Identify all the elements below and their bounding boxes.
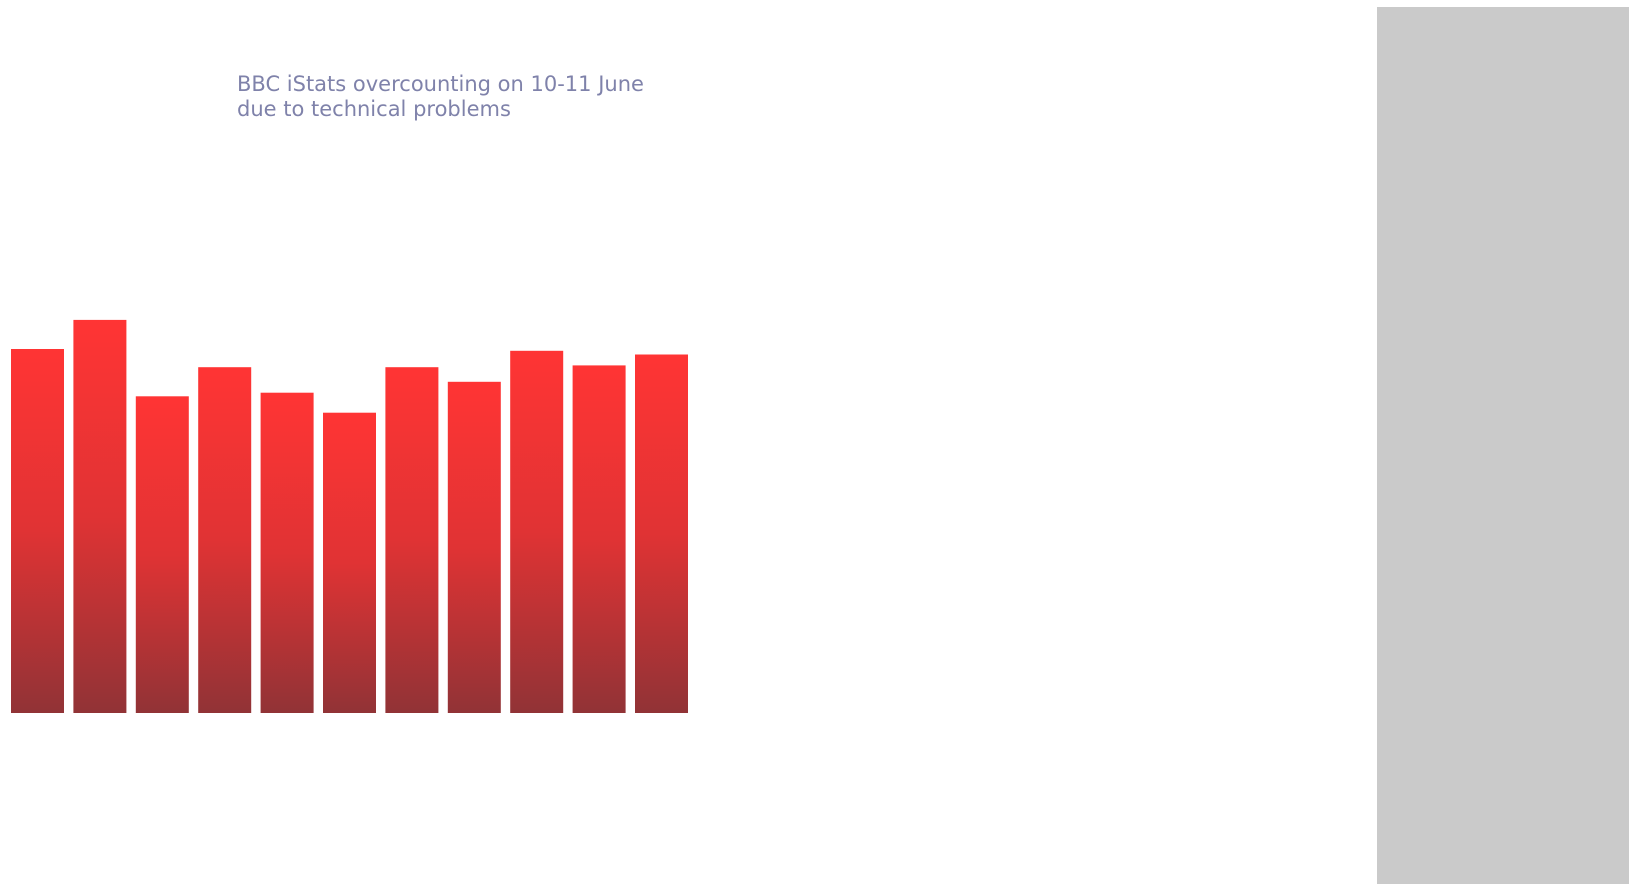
bar bbox=[73, 319, 127, 713]
bar bbox=[510, 350, 564, 713]
chart-annotation: BBC iStats overcounting on 10-11 June du… bbox=[237, 72, 697, 122]
bar bbox=[635, 354, 688, 713]
bar bbox=[198, 367, 252, 713]
side-panel bbox=[1377, 7, 1629, 884]
bar bbox=[572, 365, 626, 713]
bar bbox=[11, 349, 64, 713]
bar bbox=[323, 412, 376, 713]
bar bbox=[135, 396, 189, 713]
bar bbox=[385, 367, 439, 713]
annotation-line-2: due to technical problems bbox=[237, 97, 511, 121]
annotation-line-1: BBC iStats overcounting on 10-11 June bbox=[237, 72, 644, 96]
bars-group bbox=[11, 319, 688, 713]
bar bbox=[260, 392, 314, 713]
bar bbox=[447, 381, 501, 713]
